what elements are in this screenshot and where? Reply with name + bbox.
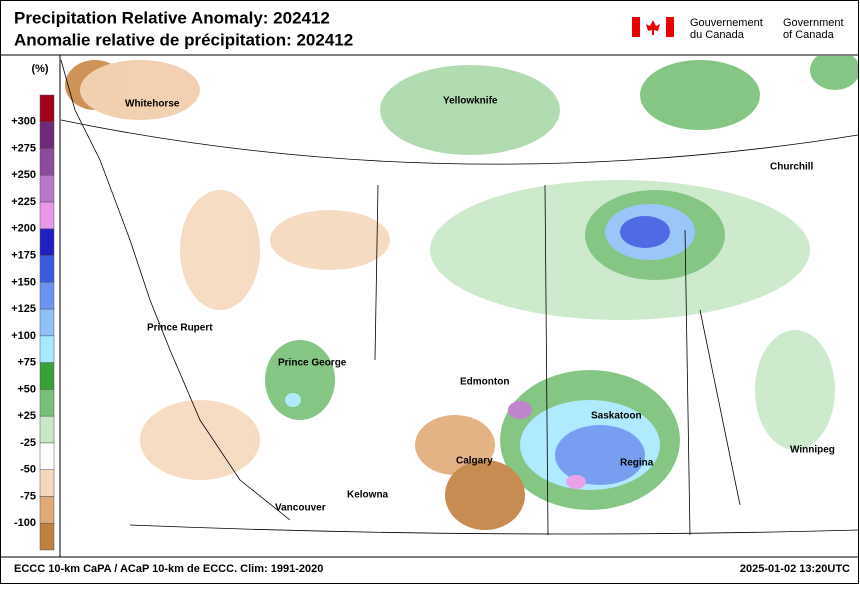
map bbox=[60, 56, 859, 536]
canada-logo bbox=[632, 17, 674, 37]
legend-label: +150 bbox=[11, 276, 36, 288]
legend-swatch bbox=[39, 175, 55, 203]
legend-swatch bbox=[39, 469, 55, 497]
city-label: Prince George bbox=[278, 358, 347, 369]
legend-label: +100 bbox=[11, 330, 36, 342]
city-label: Vancouver bbox=[275, 503, 326, 514]
legend: +300 +275 +250 +225 +200 +175 +150 +125 +100 +75 +… bbox=[11, 94, 55, 551]
legend-label: -100 bbox=[14, 517, 36, 529]
footer-left: ECCC 10-km CaPA / ACaP 10-km de ECCC. Cl… bbox=[14, 563, 323, 575]
legend-label: -75 bbox=[20, 490, 36, 502]
title-fr: Anomalie relative de précipitation: 2024… bbox=[14, 30, 353, 49]
gov-en-2: of Canada bbox=[783, 29, 835, 41]
legend-label: +50 bbox=[17, 383, 36, 395]
legend-swatch bbox=[39, 201, 55, 230]
city-label: Whitehorse bbox=[125, 99, 180, 110]
title-en: Precipitation Relative Anomaly: 202412 bbox=[14, 8, 330, 27]
legend-label: +200 bbox=[11, 223, 36, 235]
legend-swatch bbox=[39, 335, 55, 363]
city-label: Calgary bbox=[456, 456, 493, 467]
legend-swatch bbox=[39, 415, 55, 444]
legend-swatch bbox=[39, 94, 55, 123]
legend-swatch bbox=[39, 255, 55, 283]
gov-en-1: Government bbox=[783, 17, 844, 29]
legend-unit: (%) bbox=[31, 63, 48, 75]
city-label: Churchill bbox=[770, 162, 814, 173]
city-label: Prince Rupert bbox=[147, 323, 213, 334]
legend-swatch bbox=[39, 148, 55, 176]
legend-swatch bbox=[39, 228, 55, 256]
legend-swatch bbox=[39, 522, 55, 551]
city-label: Yellowknife bbox=[443, 96, 498, 107]
legend-label: -50 bbox=[20, 464, 36, 476]
legend-label: +250 bbox=[11, 169, 36, 181]
legend-label: +25 bbox=[17, 410, 36, 422]
legend-label: +125 bbox=[11, 303, 36, 315]
city-label: Winnipeg bbox=[790, 445, 835, 456]
legend-swatch bbox=[39, 496, 55, 524]
legend-label: +75 bbox=[17, 357, 36, 369]
city-label: Edmonton bbox=[460, 377, 509, 388]
footer-right: 2025-01-02 13:20UTC bbox=[740, 563, 850, 575]
legend-swatch bbox=[39, 308, 55, 337]
legend-swatch bbox=[39, 121, 55, 149]
gov-fr-2: du Canada bbox=[690, 29, 745, 41]
legend-label: +300 bbox=[11, 116, 36, 128]
gov-fr-1: Gouvernement bbox=[690, 17, 763, 29]
legend-label: -25 bbox=[20, 437, 36, 449]
city-label: Kelowna bbox=[347, 490, 389, 501]
legend-swatch bbox=[39, 362, 55, 390]
city-label: Regina bbox=[620, 458, 654, 469]
legend-swatch bbox=[39, 442, 55, 470]
legend-label: +275 bbox=[11, 142, 36, 154]
city-labels: Whitehorse Yellowknife Churchill Prince … bbox=[125, 96, 835, 514]
legend-swatch bbox=[39, 389, 55, 417]
city-label: Saskatoon bbox=[591, 411, 642, 422]
legend-swatch bbox=[39, 282, 55, 310]
legend-label: +225 bbox=[11, 196, 36, 208]
legend-label: +175 bbox=[11, 249, 36, 261]
